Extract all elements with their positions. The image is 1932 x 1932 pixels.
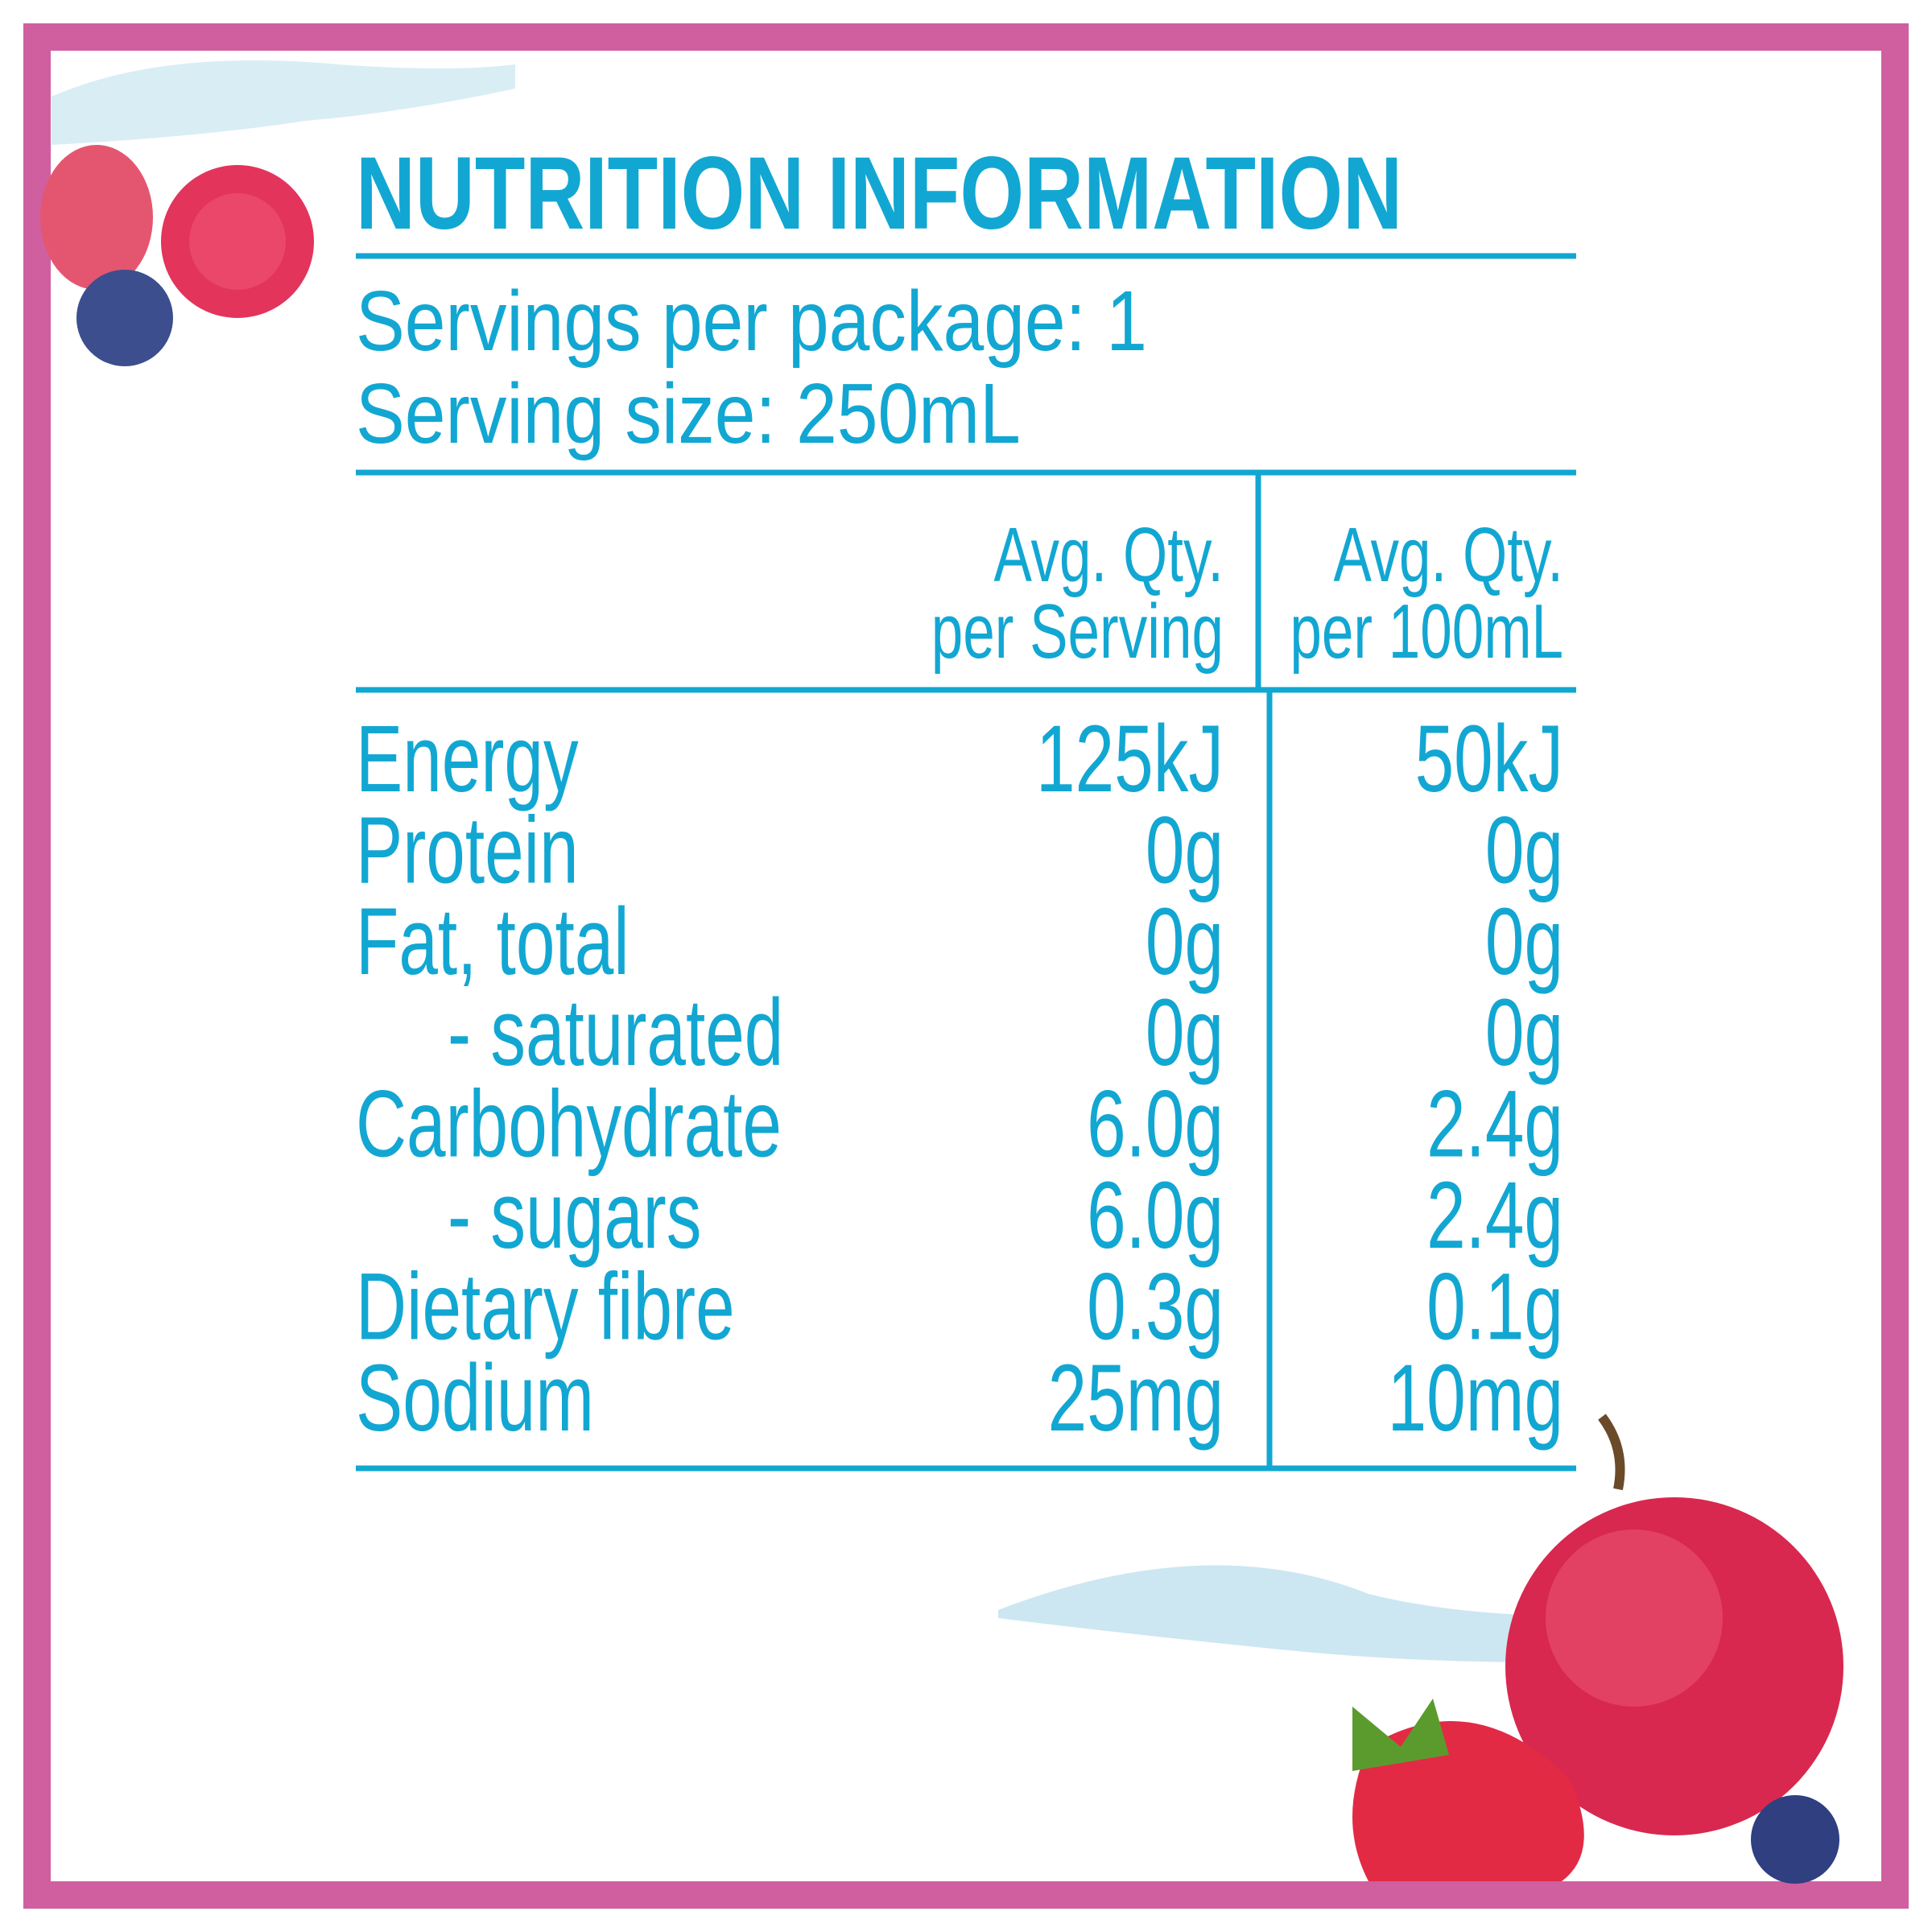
nutrient-name: - saturated <box>448 979 783 1085</box>
decoration-bottom-right <box>998 1414 1843 1884</box>
nutrient-name: Dietary fibre <box>356 1253 735 1360</box>
per-serving-value: 6.0g <box>1087 1162 1224 1268</box>
nutrient-name: Energy <box>356 705 579 811</box>
per-100ml-value: 10mg <box>1388 1344 1563 1451</box>
nutrient-name: Carbohydrate <box>356 1071 782 1177</box>
per-100ml-value: 0g <box>1485 888 1563 994</box>
per-serving-value: 0g <box>1146 979 1224 1085</box>
nutrient-name: - sugars <box>448 1162 701 1268</box>
per-serving-value: 25mg <box>1048 1344 1224 1451</box>
servings-line: Servings per package: 1 <box>356 274 1147 369</box>
servings-line: Serving size: 250mL <box>356 366 1021 461</box>
per-100ml-value: 2.4g <box>1426 1162 1563 1268</box>
per-100ml-value: 0.1g <box>1426 1253 1563 1360</box>
per-serving-value: 125kJ <box>1036 705 1224 811</box>
decoration-top-left <box>40 60 515 366</box>
per-serving-value: 0g <box>1146 797 1224 903</box>
per-serving-value: 6.0g <box>1087 1071 1224 1177</box>
per-100ml-value: 2.4g <box>1426 1071 1563 1177</box>
column-header: Avg. Qty. <box>1333 512 1563 598</box>
column-header: per 100mL <box>1290 588 1563 675</box>
nutrient-name: Sodium <box>356 1344 594 1451</box>
column-header: Avg. Qty. <box>993 512 1224 598</box>
per-100ml-value: 50kJ <box>1415 705 1563 811</box>
title: NUTRITION INFORMATION <box>356 136 1402 251</box>
per-serving-value: 0g <box>1146 888 1224 994</box>
nutrient-name: Protein <box>356 797 579 903</box>
per-100ml-value: 0g <box>1485 979 1563 1085</box>
nutrient-name: Fat, total <box>356 888 630 994</box>
per-100ml-value: 0g <box>1485 797 1563 903</box>
column-header: per Serving <box>931 588 1224 675</box>
per-serving-value: 0.3g <box>1087 1253 1224 1360</box>
